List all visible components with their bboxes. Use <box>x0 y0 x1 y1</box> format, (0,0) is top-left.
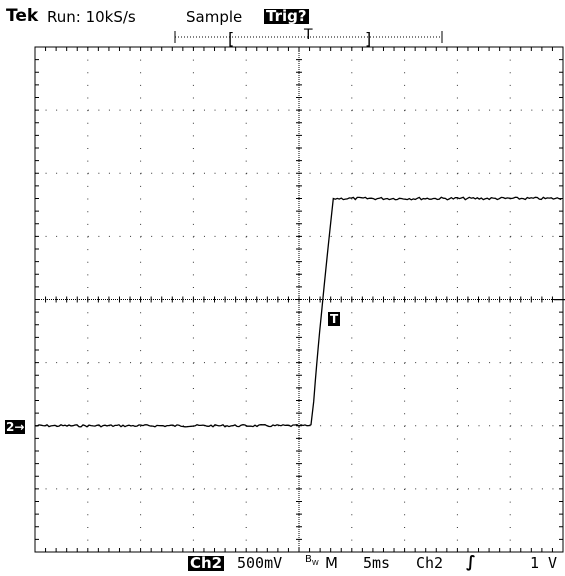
volts-per-div: 500mV <box>237 554 283 572</box>
bandwidth-symbol: B <box>305 554 312 565</box>
trigger-source: Ch2 <box>416 554 444 572</box>
brand-label: Tek <box>6 6 39 26</box>
trigger-level-arrow-icon: ⟶ <box>553 292 565 308</box>
channel-2-ground-marker: 2→ <box>5 420 26 434</box>
channel-2-waveform <box>34 196 562 428</box>
timebase-prefix: M <box>325 554 338 572</box>
acquisition-mode: Sample <box>186 8 243 26</box>
record-bracket-left: [ <box>228 29 235 48</box>
graticule <box>34 46 564 553</box>
bandwidth-subscript: W <box>311 559 319 567</box>
trigger-point-marker: T <box>328 312 341 326</box>
time-per-div: 5ms <box>363 554 391 572</box>
record-trigger-marker: T <box>304 27 313 43</box>
record-position-bar <box>174 31 443 43</box>
trigger-level: 1 V <box>530 554 558 572</box>
run-status: Run: 10kS/s <box>47 8 136 26</box>
waveform-trace <box>34 196 562 428</box>
rising-edge-icon: ∫ <box>466 552 476 571</box>
record-bracket-right: ] <box>365 29 372 48</box>
bandwidth-limit-icon: BW <box>305 555 319 567</box>
channel-label: Ch2 <box>188 554 225 572</box>
trigger-status-badge: Trig? <box>264 7 309 25</box>
